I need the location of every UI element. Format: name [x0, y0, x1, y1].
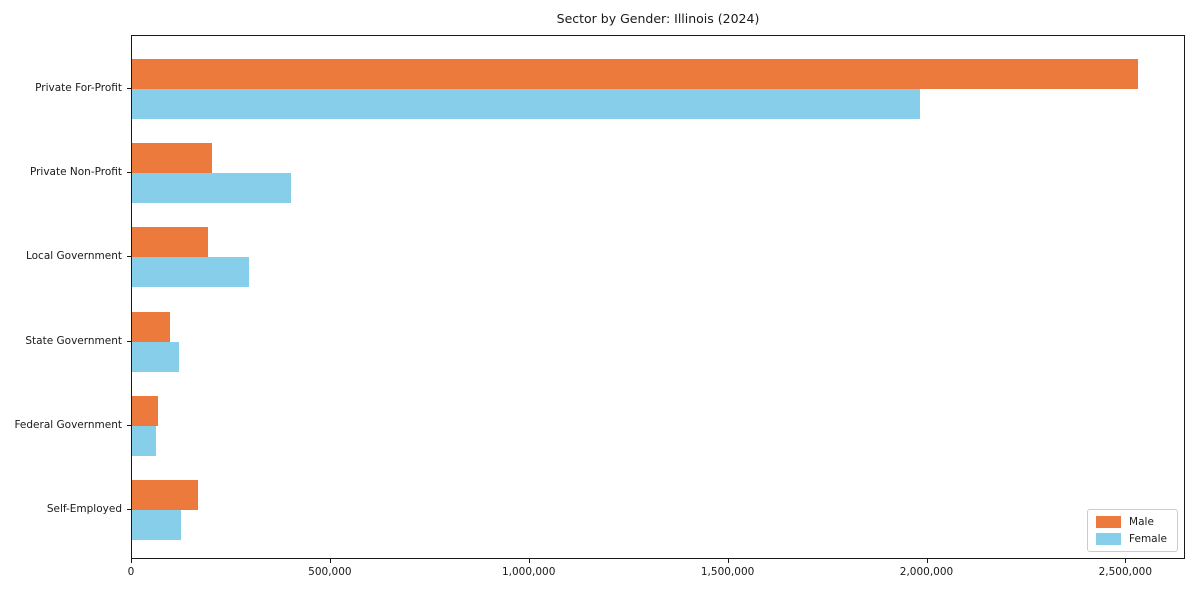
x-axis-tick-label: 0 [127, 566, 135, 578]
legend-label-female: Female [1129, 533, 1167, 545]
bar-male-1 [132, 59, 1139, 89]
legend-swatch-male [1096, 516, 1122, 528]
x-axis-tick-label: 500,000 [308, 566, 352, 578]
x-axis-tick [1125, 559, 1127, 563]
legend-label-male: Male [1129, 516, 1154, 528]
bar-male-3 [132, 227, 208, 258]
legend-swatch-female [1096, 533, 1122, 545]
y-category-label: Private For-Profit [35, 82, 122, 94]
y-category-label: Private Non-Profit [29, 166, 122, 179]
bar-female-2 [132, 173, 292, 204]
y-axis-tick [127, 88, 131, 89]
y-category-label: Self-Employed [46, 503, 122, 515]
y-axis-tick [127, 256, 131, 258]
x-axis-tick-label: 1,500,000 [700, 566, 755, 578]
x-axis-tick [727, 559, 729, 563]
y-axis-tick [127, 509, 131, 510]
y-axis-tick [127, 172, 131, 174]
chart-title: Sector by Gender: Illinois (2024) [556, 11, 760, 26]
bar-male-6 [132, 480, 198, 510]
y-axis-tick [127, 340, 131, 342]
x-axis-tick [329, 559, 331, 563]
x-axis-tick [131, 559, 132, 563]
x-axis-tick [926, 559, 928, 563]
bar-male-4 [132, 311, 170, 342]
x-axis-tick [528, 559, 530, 563]
bar-female-1 [132, 89, 920, 119]
legend-entry-female: Female [1096, 533, 1167, 545]
bar-female-4 [132, 341, 179, 372]
bar-female-5 [132, 425, 156, 456]
legend: Male Female [1087, 509, 1178, 552]
plot-area: Male Female [131, 35, 1185, 559]
bar-male-5 [132, 395, 158, 426]
legend-entry-male: Male [1096, 516, 1167, 528]
y-category-label: Local Government [25, 250, 122, 263]
bar-male-2 [132, 143, 212, 174]
y-category-label: Federal Government [14, 418, 122, 431]
x-axis-tick-label: 1,000,000 [501, 566, 556, 578]
y-category-label: State Government [25, 334, 122, 347]
x-axis-tick-label: 2,000,000 [899, 566, 954, 578]
x-axis-tick-label: 2,500,000 [1098, 566, 1153, 578]
bar-female-3 [132, 257, 250, 288]
y-axis-tick [127, 424, 131, 426]
bar-female-6 [132, 510, 181, 540]
